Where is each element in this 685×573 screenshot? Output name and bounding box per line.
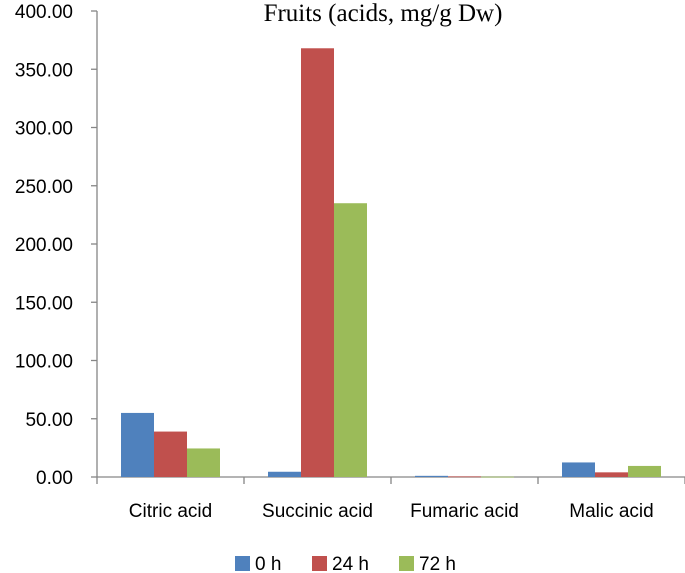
y-tick-label: 50.00 [25, 410, 73, 431]
x-tick-label: Fumaric acid [410, 501, 519, 522]
legend-swatch [235, 556, 250, 571]
bar-fumaric-acid-0h [415, 475, 448, 477]
x-tick-label: Malic acid [569, 501, 653, 522]
y-tick-label: 400.00 [15, 2, 73, 23]
chart-title: Fruits (acids, mg/g Dw) [264, 0, 503, 27]
legend: 0 h 24 h 72 h [235, 554, 456, 573]
bar-malic-acid-72h [628, 465, 661, 477]
y-axis: 0.00 50.00 100.00 150.00 200.00 250.00 300.00 3… [15, 2, 98, 489]
bar-succinic-acid-72h [334, 203, 367, 477]
bar-fumaric-acid-72h [481, 476, 514, 478]
bar-succinic-acid-24h [301, 48, 334, 477]
bar-succinic-acid-0h [268, 471, 301, 477]
y-tick-label: 200.00 [15, 235, 73, 256]
bar-citric-acid-0h [121, 412, 154, 477]
y-tick-label: 350.00 [15, 60, 73, 81]
x-tick-label: Succinic acid [262, 501, 373, 522]
legend-label: 0 h [255, 554, 281, 573]
bars [121, 48, 661, 478]
bar-malic-acid-24h [595, 472, 628, 477]
legend-label: 72 h [419, 554, 456, 573]
bar-citric-acid-72h [187, 448, 220, 477]
y-tick-label: 100.00 [15, 352, 73, 373]
bar-malic-acid-0h [562, 462, 595, 477]
legend-label: 24 h [332, 554, 369, 573]
legend-swatch [399, 556, 414, 571]
y-tick-label: 300.00 [15, 119, 73, 140]
y-tick-label: 250.00 [15, 177, 73, 198]
y-tick-label: 0.00 [36, 468, 73, 489]
x-tick-label: Citric acid [129, 501, 212, 522]
x-axis: Citric acid Succinic acid Fumaric acid Mali… [96, 476, 685, 522]
bar-citric-acid-24h [154, 431, 187, 477]
y-tick-label: 150.00 [15, 293, 73, 314]
legend-swatch [312, 556, 327, 571]
bar-fumaric-acid-24h [448, 476, 481, 478]
